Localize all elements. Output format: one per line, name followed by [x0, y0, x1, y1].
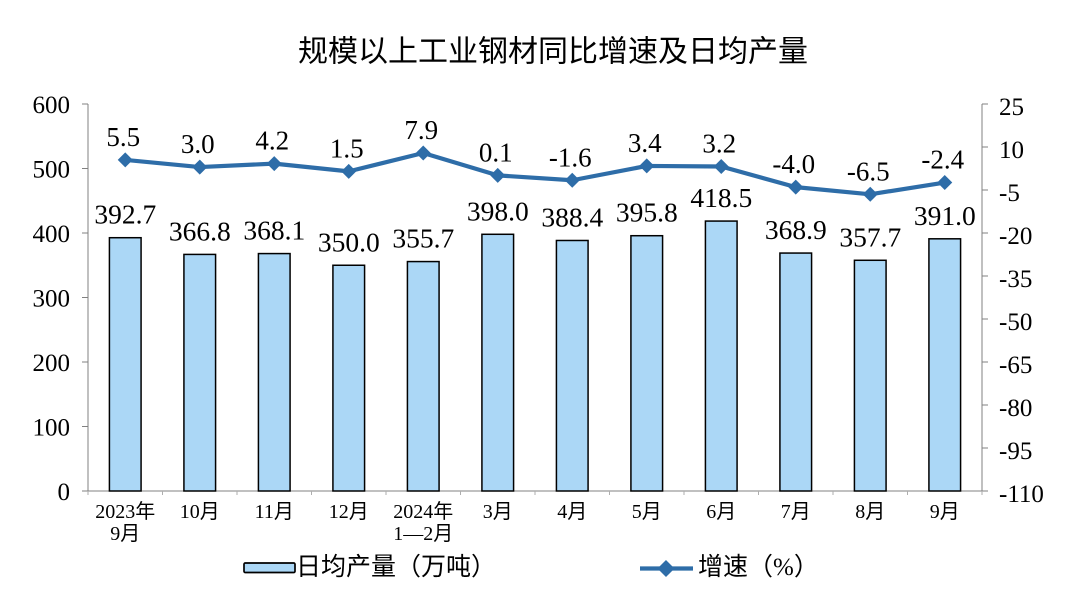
svg-text:418.5: 418.5: [690, 182, 752, 213]
svg-text:规模以上工业钢材同比增速及日均产量: 规模以上工业钢材同比增速及日均产量: [298, 36, 808, 69]
svg-text:-4.0: -4.0: [772, 149, 815, 179]
svg-text:368.9: 368.9: [765, 214, 827, 245]
svg-text:12月: 12月: [329, 501, 369, 523]
svg-text:600: 600: [33, 92, 71, 119]
svg-text:5.5: 5.5: [106, 122, 140, 152]
svg-text:366.8: 366.8: [169, 215, 231, 246]
svg-text:395.8: 395.8: [616, 197, 678, 228]
svg-text:-6.5: -6.5: [847, 156, 890, 186]
svg-text:9月: 9月: [110, 523, 140, 545]
svg-text:25: 25: [999, 94, 1024, 121]
svg-text:388.4: 388.4: [541, 201, 603, 232]
svg-text:-65: -65: [999, 352, 1032, 379]
svg-text:日均产量（万吨）: 日均产量（万吨）: [296, 553, 496, 581]
svg-text:-2.4: -2.4: [921, 145, 964, 175]
svg-text:增速（%）: 增速（%）: [698, 553, 819, 581]
svg-text:100: 100: [33, 415, 71, 442]
svg-text:350.0: 350.0: [318, 226, 380, 257]
svg-text:11月: 11月: [255, 501, 294, 523]
svg-text:-5: -5: [999, 180, 1020, 207]
svg-text:7.9: 7.9: [404, 115, 438, 145]
svg-text:10月: 10月: [180, 501, 220, 523]
svg-text:3.0: 3.0: [181, 129, 215, 159]
svg-text:10: 10: [999, 137, 1024, 164]
svg-text:6月: 6月: [706, 501, 736, 523]
svg-text:0.1: 0.1: [479, 137, 513, 167]
svg-text:500: 500: [33, 157, 71, 184]
svg-text:357.7: 357.7: [839, 221, 901, 252]
svg-text:-20: -20: [999, 223, 1032, 250]
svg-text:-50: -50: [999, 309, 1032, 336]
svg-text:-110: -110: [999, 481, 1044, 508]
svg-text:392.7: 392.7: [94, 199, 156, 230]
svg-text:2023年: 2023年: [95, 500, 155, 523]
svg-text:3.2: 3.2: [702, 128, 736, 158]
svg-text:200: 200: [33, 350, 71, 377]
svg-text:400: 400: [33, 221, 71, 248]
svg-text:2024年: 2024年: [393, 500, 453, 523]
svg-text:4月: 4月: [557, 501, 587, 523]
svg-text:-80: -80: [999, 395, 1032, 422]
svg-text:1.5: 1.5: [330, 133, 364, 163]
svg-text:-1.6: -1.6: [549, 142, 592, 172]
svg-text:4.2: 4.2: [255, 126, 289, 156]
svg-text:-95: -95: [999, 438, 1032, 465]
svg-text:1—2月: 1—2月: [393, 523, 453, 545]
svg-text:398.0: 398.0: [467, 195, 529, 226]
svg-text:355.7: 355.7: [392, 223, 454, 254]
svg-text:-35: -35: [999, 266, 1032, 293]
svg-text:9月: 9月: [930, 501, 960, 523]
svg-text:368.1: 368.1: [243, 215, 305, 246]
svg-text:391.0: 391.0: [914, 200, 976, 231]
svg-text:7月: 7月: [781, 501, 811, 523]
svg-text:3月: 3月: [483, 501, 513, 523]
svg-text:3.4: 3.4: [628, 128, 662, 158]
svg-text:0: 0: [58, 479, 71, 506]
svg-text:8月: 8月: [855, 501, 885, 523]
svg-text:300: 300: [33, 286, 71, 313]
svg-text:5月: 5月: [632, 501, 662, 523]
